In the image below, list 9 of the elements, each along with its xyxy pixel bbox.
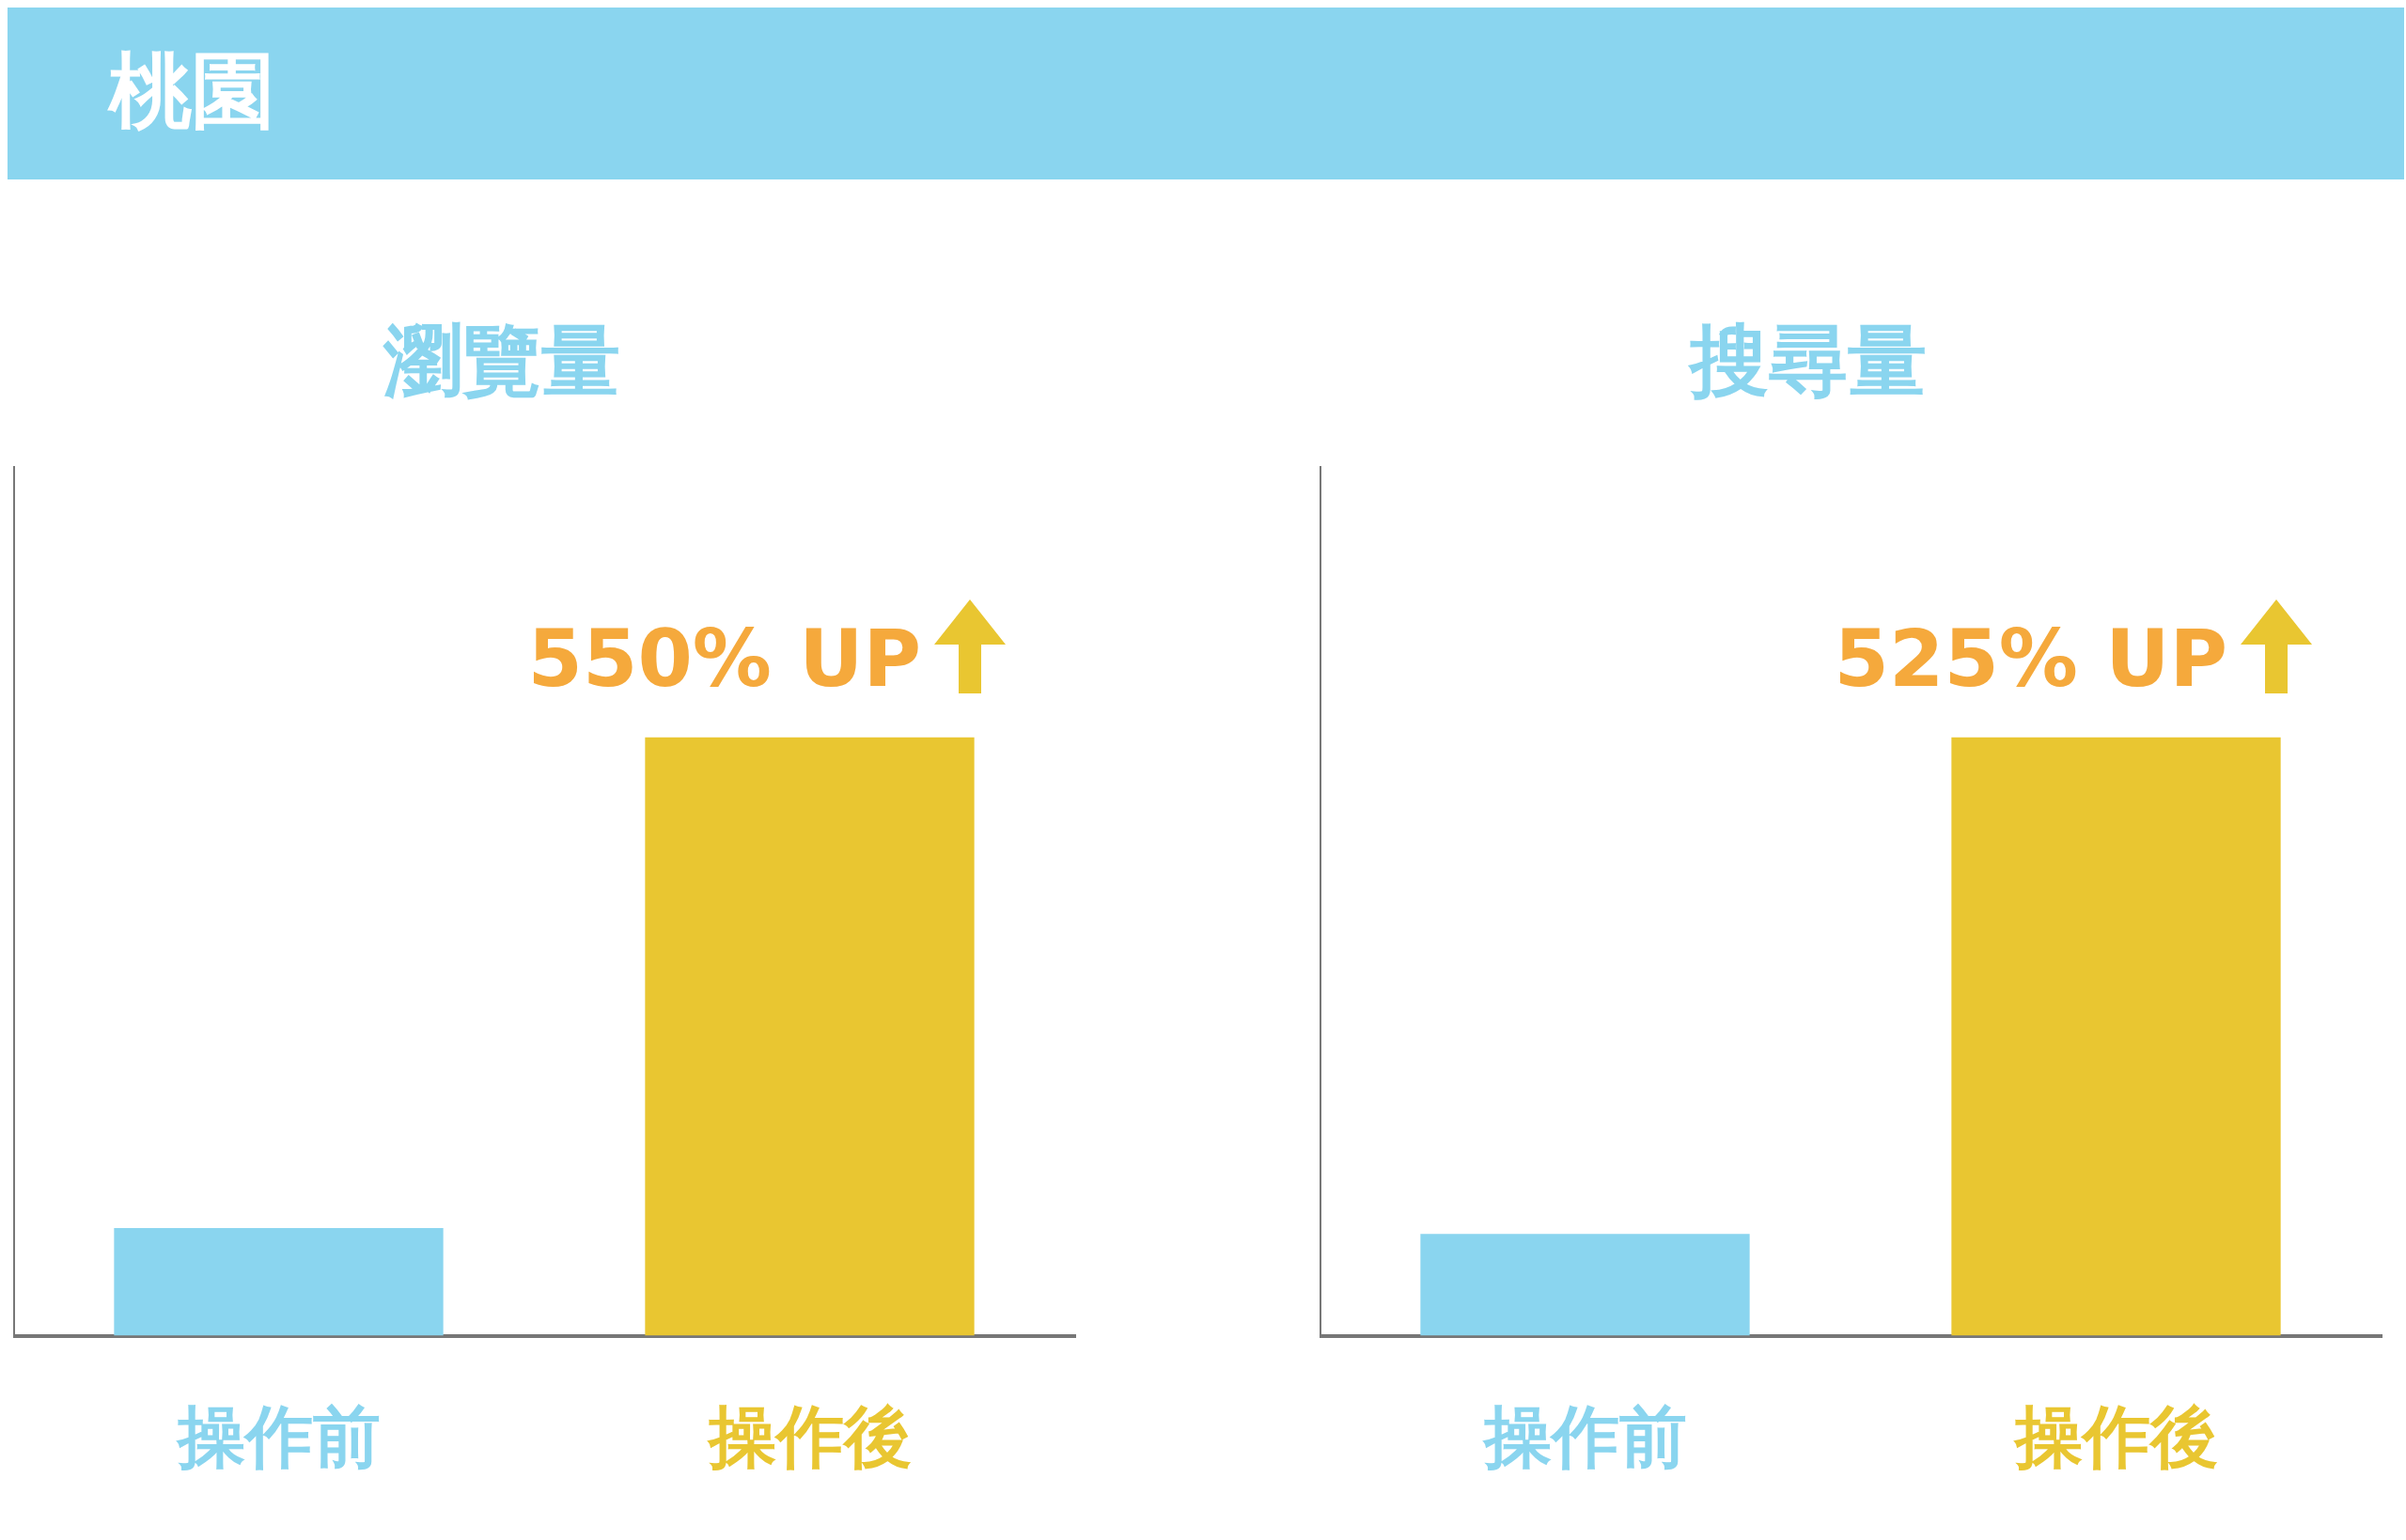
text: 桃園 [109, 41, 274, 141]
text: 525% UP [1834, 612, 2228, 705]
text: 550% UP [527, 612, 922, 705]
x-tick-label: 操作後 [2012, 1396, 2218, 1476]
x-tick-label: 操作前 [1481, 1396, 1687, 1476]
x-tick-label: 操作前 [175, 1396, 381, 1476]
x-tick-label: 操作後 [706, 1396, 912, 1476]
chart-title: 瀏覽量 [382, 314, 621, 409]
chart-title: 搜尋量 [1687, 314, 1928, 409]
